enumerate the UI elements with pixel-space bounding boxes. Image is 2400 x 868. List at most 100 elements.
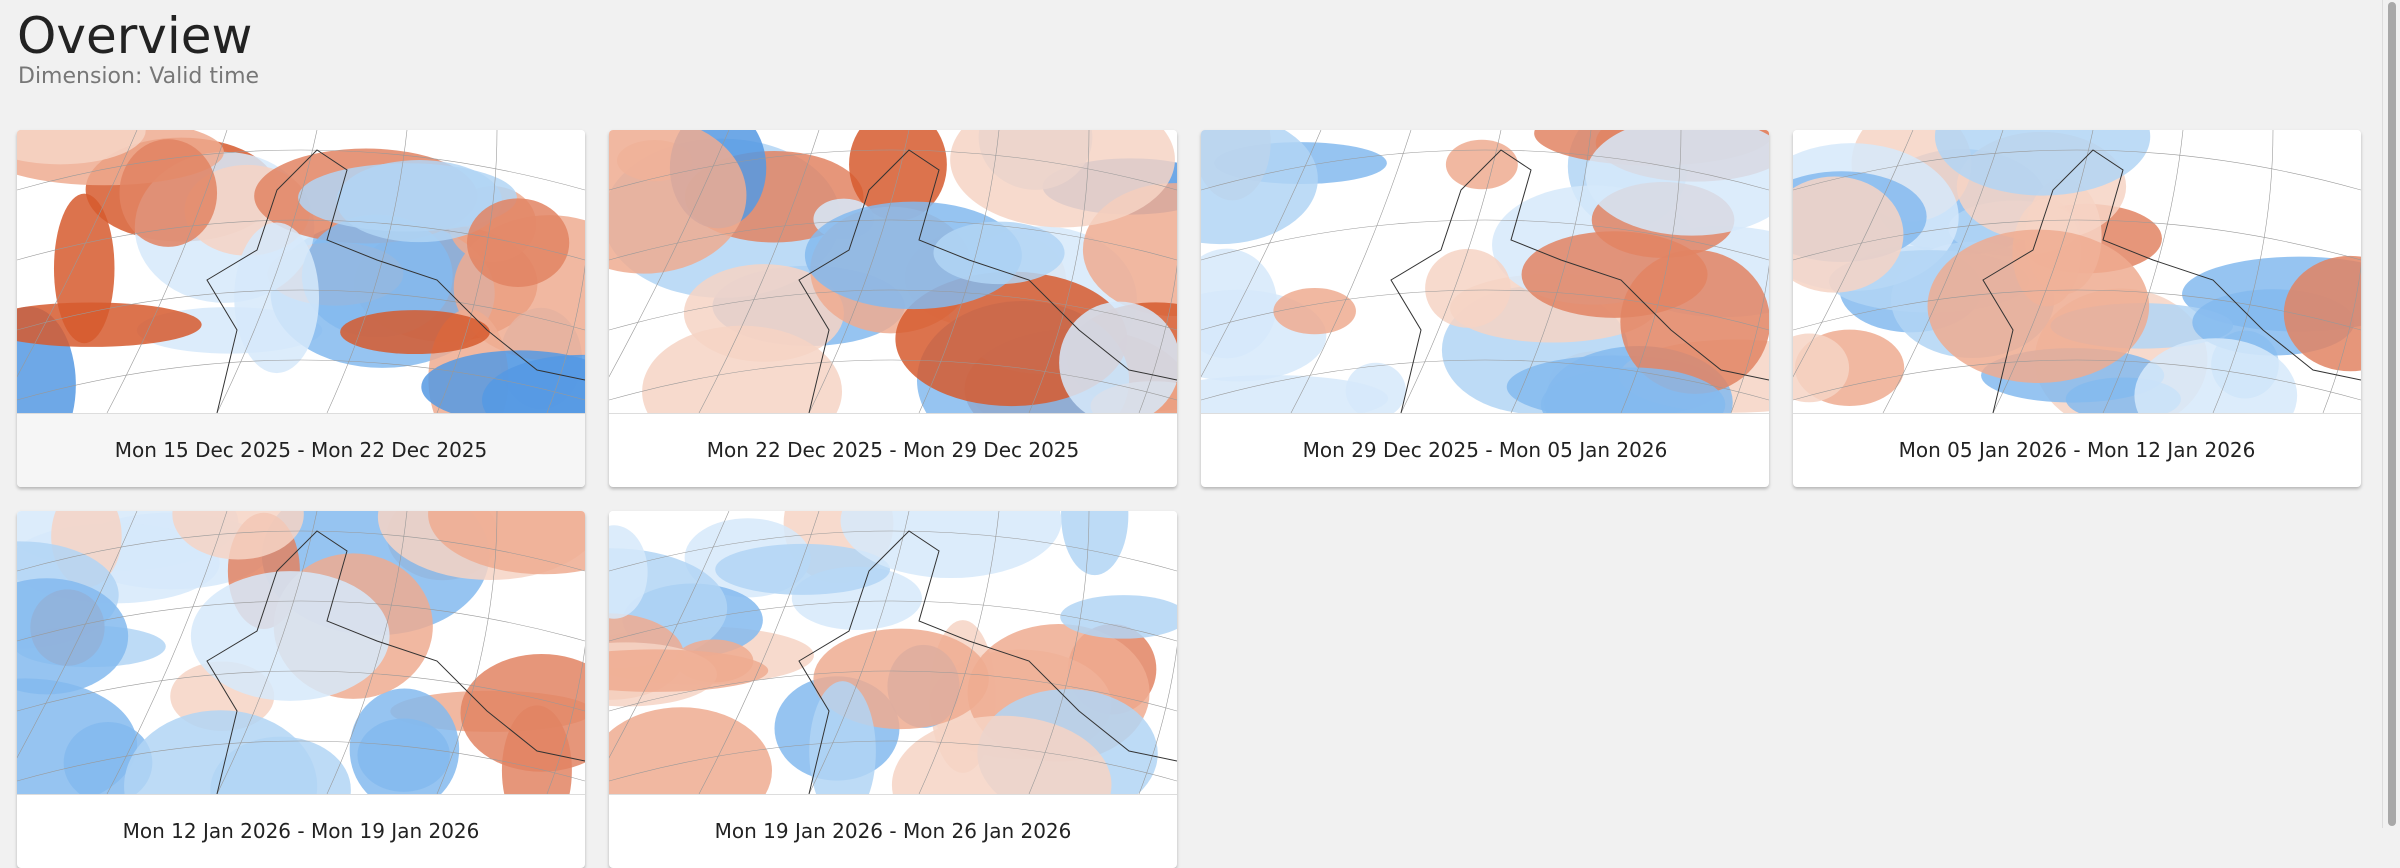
anomaly-area (172, 511, 304, 560)
map-thumbnail (1201, 130, 1769, 414)
parallel (1793, 219, 2361, 261)
meridian (326, 130, 408, 413)
scrollbar[interactable] (2382, 0, 2400, 828)
meridian (1992, 130, 2094, 413)
forecast-card[interactable]: Mon 12 Jan 2026 - Mon 19 Jan 2026 (17, 511, 585, 868)
parallel (609, 600, 1177, 642)
anomaly-area (1059, 301, 1177, 413)
meridian (808, 130, 910, 413)
anomaly-area (124, 710, 318, 794)
meridian (918, 511, 1000, 794)
anomaly-area (1425, 248, 1511, 328)
anomaly-area (234, 222, 320, 374)
parallel (17, 670, 585, 712)
page-subtitle: Dimension: Valid time (18, 64, 260, 89)
parallel (609, 670, 1177, 712)
coastline (798, 149, 1177, 413)
anomaly-area (466, 198, 570, 288)
anomaly-area (1201, 130, 1318, 245)
parallel (1793, 149, 2361, 191)
anomaly-area (482, 354, 585, 413)
coastline (798, 530, 1177, 794)
anomaly-area (17, 578, 129, 695)
anomaly-area (340, 310, 490, 355)
meridian (1882, 130, 2004, 413)
anomaly-area (840, 511, 1062, 579)
meridian (106, 511, 228, 794)
scroll-thumb[interactable] (2388, 2, 2396, 826)
coastline (1390, 149, 1769, 413)
anomaly-area (891, 715, 1112, 794)
map-thumbnail (1793, 130, 2361, 414)
meridian (1028, 511, 1090, 794)
anomaly-area (1273, 287, 1356, 335)
card-label: Mon 15 Dec 2025 - Mon 22 Dec 2025 (17, 414, 585, 487)
anomaly-area (501, 705, 572, 794)
anomaly-area (298, 163, 517, 232)
meridian (216, 130, 318, 413)
meridian (326, 511, 408, 794)
meridian (1400, 130, 1502, 413)
meridian (1620, 130, 1682, 413)
parallel (17, 289, 585, 331)
parallel (1201, 149, 1769, 191)
map-thumbnail (17, 511, 585, 795)
forecast-card[interactable]: Mon 15 Dec 2025 - Mon 22 Dec 2025 (17, 130, 585, 487)
parallel (1201, 289, 1769, 331)
anomaly-area (609, 525, 648, 619)
anomaly-area (609, 130, 747, 274)
meridian (808, 511, 910, 794)
parallel (609, 219, 1177, 261)
anomaly-area (1793, 176, 1904, 293)
forecast-card[interactable]: Mon 05 Jan 2026 - Mon 12 Jan 2026 (1793, 130, 2361, 487)
coastline (206, 149, 585, 413)
anomaly-area (1060, 595, 1177, 639)
meridian (436, 511, 498, 794)
card-label: Mon 12 Jan 2026 - Mon 19 Jan 2026 (122, 819, 480, 843)
anomaly-area (609, 649, 769, 692)
anomaly-area (933, 221, 1065, 285)
forecast-card[interactable]: Mon 19 Jan 2026 - Mon 26 Jan 2026 (609, 511, 1177, 868)
meridian (1028, 130, 1090, 413)
card-label: Mon 22 Dec 2025 - Mon 29 Dec 2025 (706, 438, 1080, 462)
meridian (698, 130, 820, 413)
meridian (698, 511, 820, 794)
anomaly-area (1620, 249, 1769, 394)
forecast-card[interactable]: Mon 29 Dec 2025 - Mon 05 Jan 2026 (1201, 130, 1769, 487)
meridian (918, 130, 1000, 413)
map-thumbnail (609, 130, 1177, 414)
map-thumbnail (609, 511, 1177, 795)
meridian (436, 130, 498, 413)
parallel (17, 740, 585, 782)
anomaly-area (1201, 375, 1389, 413)
page-title: Overview (17, 7, 253, 65)
anomaly-area (1445, 139, 1518, 190)
parallel (17, 359, 585, 401)
map-thumbnail (17, 130, 585, 414)
anomaly-area (1585, 130, 1769, 236)
meridian (2322, 264, 2361, 413)
parallel (609, 740, 1177, 782)
meridian (1730, 264, 1769, 413)
parallel (1201, 219, 1769, 261)
parallel (609, 289, 1177, 331)
anomaly-area (428, 511, 585, 575)
anomaly-area (609, 707, 772, 794)
meridian (546, 645, 585, 794)
page: Overview Dimension: Valid time Mon 15 De… (17, 0, 2400, 868)
anomaly-area (119, 139, 218, 247)
anomaly-area (1934, 130, 2151, 196)
anomaly-area (1061, 511, 1129, 576)
anomaly-area (1927, 229, 2150, 384)
parallel (609, 359, 1177, 401)
parallel (1201, 359, 1769, 401)
anomaly-area (190, 571, 390, 701)
card-label: Mon 19 Jan 2026 - Mon 26 Jan 2026 (714, 819, 1072, 843)
anomaly-area (950, 130, 1175, 228)
forecast-card[interactable]: Mon 22 Dec 2025 - Mon 29 Dec 2025 (609, 130, 1177, 487)
parallel (17, 149, 585, 191)
anomaly-area (809, 681, 876, 794)
parallel (609, 149, 1177, 191)
anomaly-area (2283, 255, 2361, 372)
coastline (1982, 149, 2361, 413)
